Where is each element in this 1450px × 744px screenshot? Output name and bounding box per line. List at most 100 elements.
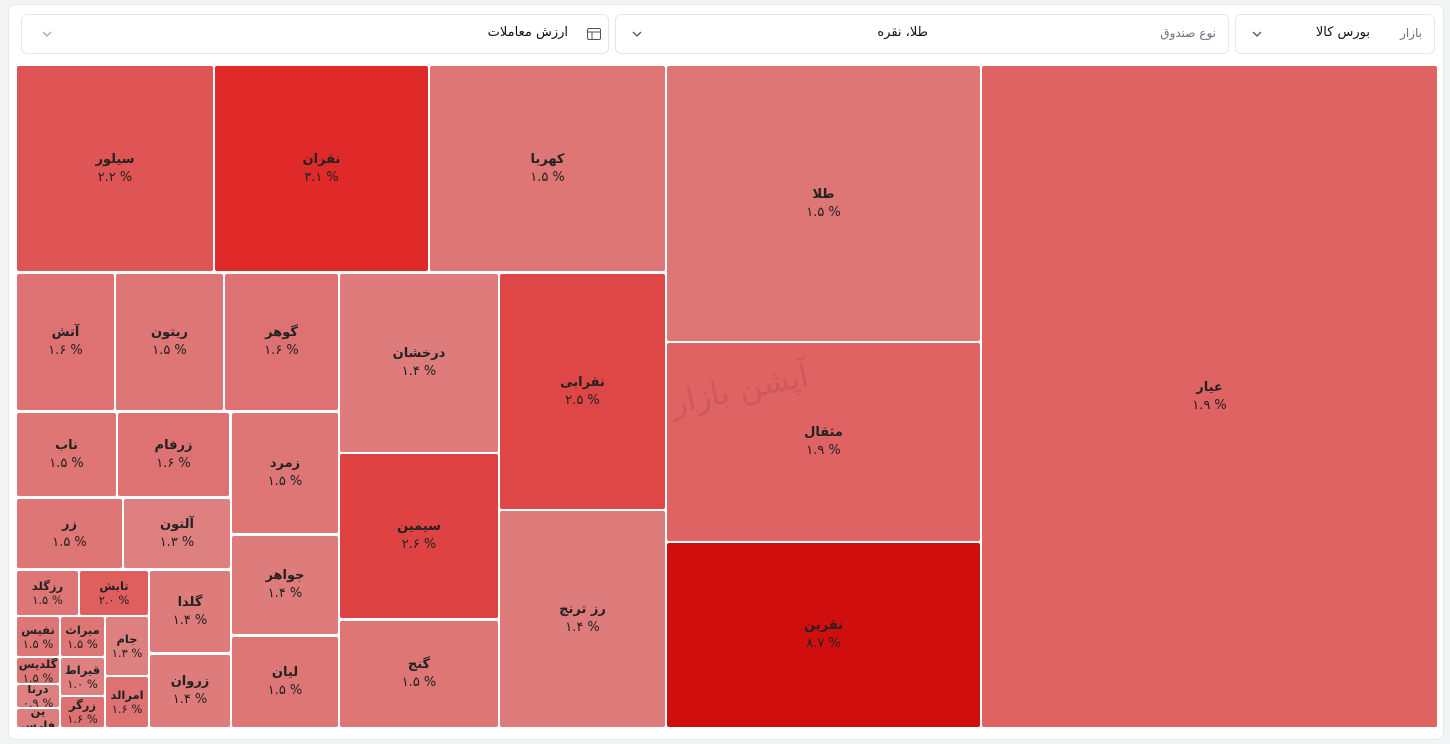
tile-name: رز ترنج xyxy=(559,602,606,617)
tile[interactable]: گلدیس ۱.۵ % xyxy=(17,658,59,683)
tile-name: درخشان xyxy=(392,346,446,361)
tile-value: ۲.۲ % xyxy=(97,169,133,185)
tile-value: ۱.۶ % xyxy=(67,712,98,726)
tile-value: ۱.۶ % xyxy=(156,455,191,471)
tile-name: قیراط xyxy=(64,662,101,677)
tile-value: ۲.۶ % xyxy=(401,537,437,552)
tile-name: زرفام xyxy=(154,437,193,453)
tile-value: ۱.۴ % xyxy=(401,364,437,379)
tile-value: ۱.۵ % xyxy=(67,636,98,651)
tile-name: جام xyxy=(116,632,138,646)
tile-name: رزگلد xyxy=(31,579,64,593)
chevron xyxy=(1252,31,1262,37)
select-value: طلا، نقره xyxy=(877,25,928,40)
tile-name: تابش xyxy=(99,579,129,593)
tile[interactable]: جواهر ۱.۴ % xyxy=(232,536,338,634)
tile-name: سیمین xyxy=(397,519,441,534)
tile-value: ۱.۹ % xyxy=(806,443,841,458)
tile[interactable]: سیلور ۲.۲ % xyxy=(17,66,213,271)
tile[interactable]: زرفام ۱.۶ % xyxy=(118,413,229,496)
tile[interactable]: لیان ۱.۵ % xyxy=(232,637,338,727)
tile-value: ۱.۳ % xyxy=(159,534,195,550)
tile[interactable]: ریتون ۱.۵ % xyxy=(116,274,223,410)
tile-name: گلدیس xyxy=(18,658,58,671)
tile[interactable]: زروان ۱.۴ % xyxy=(150,655,230,727)
tile-name: زرگر xyxy=(68,698,97,712)
tile-name: نقران xyxy=(302,151,341,167)
tile-name: زر xyxy=(62,516,77,532)
tile[interactable]: مثقال ۱.۹ % xyxy=(667,343,980,541)
tile[interactable]: نقرابی ۲.۵ % xyxy=(500,274,665,509)
tile-name: نقرابی xyxy=(560,374,605,390)
tile[interactable]: آلتون ۱.۳ % xyxy=(124,499,230,568)
tile-name: میراث xyxy=(65,622,100,637)
select-label: نوع صندوق xyxy=(1160,26,1216,40)
market-select[interactable]: بازار بورس کالا xyxy=(1235,14,1435,54)
tile-value: ۱.۳ % xyxy=(111,646,143,660)
tile-value: ۱.۴ % xyxy=(267,586,303,601)
tile-name: کهربا xyxy=(530,151,565,167)
fund-type-select[interactable]: نوع صندوق طلا، نقره xyxy=(615,14,1229,54)
tile[interactable]: گوهر ۱.۶ % xyxy=(225,274,338,410)
tile-name: درنا xyxy=(27,685,49,696)
tile[interactable]: سیمین ۲.۶ % xyxy=(340,454,498,618)
chevron xyxy=(42,31,52,37)
tile-name: ناب xyxy=(55,437,78,453)
tile-value: ۱.۴ % xyxy=(565,620,600,635)
tile[interactable]: نفیس ۱.۵ % xyxy=(17,617,59,656)
tile-value: ۱.۵ % xyxy=(22,636,54,651)
tile[interactable]: گلدا ۱.۴ % xyxy=(150,571,230,652)
tile[interactable]: عیار ۱.۹ % xyxy=(982,66,1437,727)
tile-name: گنج xyxy=(407,657,431,672)
tile-value: ۱.۵ % xyxy=(530,169,565,185)
tile-name: عیار xyxy=(1196,379,1223,395)
tile[interactable]: رز ترنج ۱.۴ % xyxy=(500,511,665,727)
tile-value: ۱.۵ % xyxy=(152,343,187,358)
tile-value: ۱.۵ % xyxy=(32,593,63,607)
select-value: ارزش معاملات xyxy=(487,25,568,40)
tile[interactable]: زرگر ۱.۶ % xyxy=(61,697,104,727)
tile-value: ۱.۶ % xyxy=(111,702,143,716)
tile[interactable]: قیراط ۱.۰ % xyxy=(61,658,104,695)
tile[interactable]: کهربا ۱.۵ % xyxy=(430,66,665,271)
tile-value: ۱.۴ % xyxy=(172,692,208,707)
tile-value: ۱.۰ % xyxy=(67,676,98,691)
select-value: بورس کالا xyxy=(1315,25,1370,40)
tile-name: گلدا xyxy=(177,594,203,610)
tile[interactable]: ناب ۱.۵ % xyxy=(17,413,116,496)
tile-name: ین فارس xyxy=(20,709,56,727)
tile-value: ۰.۹ % xyxy=(22,696,54,707)
tile[interactable]: درخشان ۱.۴ % xyxy=(340,274,498,452)
tile-value: ۲.۰ % xyxy=(98,593,130,607)
tile[interactable]: نقران ۳.۱ % xyxy=(215,66,428,271)
tile-value: ۱.۵ % xyxy=(22,670,54,684)
tile-name: زمرد xyxy=(269,456,301,471)
tile-name: نقرین xyxy=(804,618,843,633)
metric-select[interactable]: ارزش معاملات xyxy=(21,14,609,54)
tile[interactable]: طلا ۱.۵ % xyxy=(667,66,980,341)
tile-name: سیلور xyxy=(95,151,135,167)
tile[interactable]: ین فارس xyxy=(17,709,59,727)
tile[interactable]: آتش ۱.۶ % xyxy=(17,274,114,410)
tile-name: نفیس xyxy=(21,622,55,637)
tile[interactable]: میراث ۱.۵ % xyxy=(61,617,104,656)
tile-name: جواهر xyxy=(265,568,305,583)
select-label: بازار xyxy=(1400,26,1422,40)
tile[interactable]: نقرین ۸.۷ % xyxy=(667,543,980,727)
tile[interactable]: زر ۱.۵ % xyxy=(17,499,122,568)
tile-name: مثقال xyxy=(804,425,843,440)
tile[interactable]: زمرد ۱.۵ % xyxy=(232,413,338,533)
tile-name: گوهر xyxy=(265,325,298,340)
tile-name: امرالد xyxy=(110,688,144,702)
tile-value: ۱.۹ % xyxy=(1192,397,1227,413)
tile[interactable]: تابش ۲.۰ % xyxy=(80,571,148,615)
tile[interactable]: امرالد ۱.۶ % xyxy=(106,677,148,727)
tile-value: ۳.۱ % xyxy=(304,169,339,185)
tile[interactable]: درنا ۰.۹ % xyxy=(17,685,59,707)
tile[interactable]: جام ۱.۳ % xyxy=(106,617,148,675)
tile[interactable]: گنج ۱.۵ % xyxy=(340,621,498,727)
tile[interactable]: رزگلد ۱.۵ % xyxy=(17,571,78,615)
tile-name: لیان xyxy=(271,665,299,680)
tile-value: ۲.۵ % xyxy=(565,392,600,408)
tile-value: ۱.۴ % xyxy=(172,612,208,628)
